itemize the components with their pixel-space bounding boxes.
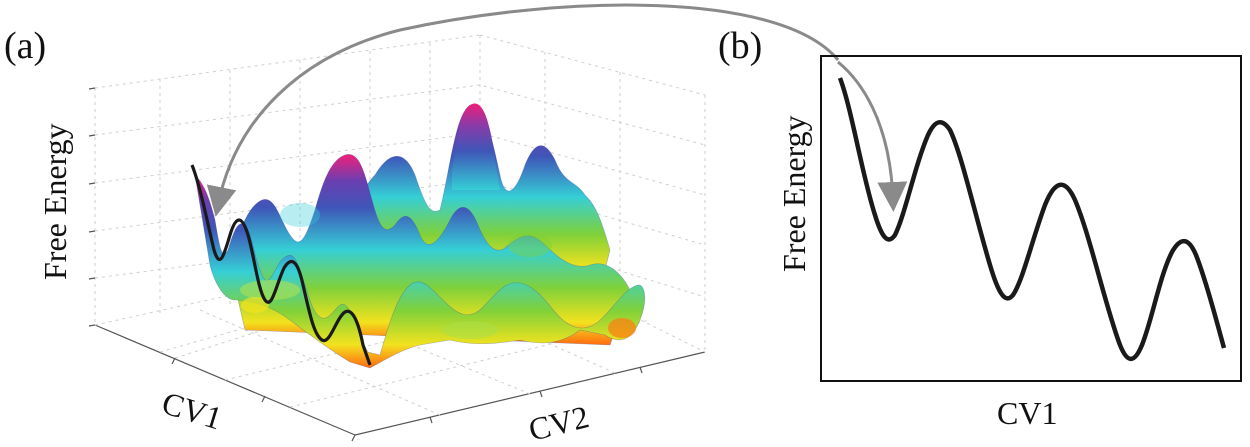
- panel-a-y-axis-label: Free Energy: [37, 123, 73, 280]
- panel-b-y-axis-label: Free Energy: [776, 115, 812, 272]
- surface-cv1-curve: [190, 164, 372, 366]
- connecting-arrow-to-a: [206, 3, 840, 217]
- panel-b: (b) Free Energy CV1: [718, 25, 1242, 431]
- panel-b-arrow: [837, 60, 908, 212]
- panel-b-free-energy-curve: [837, 77, 1227, 362]
- panel-a-x-axis-label: CV1: [158, 384, 226, 436]
- surface-peak: [452, 103, 500, 190]
- panel-b-x-axis-label: CV1: [997, 395, 1057, 431]
- panel-b-frame: [820, 55, 1242, 382]
- panel-a: (a): [4, 25, 706, 447]
- panel-a-label: (a): [4, 25, 46, 67]
- surface-front-ridge: [194, 174, 646, 369]
- panel-b-label: (b): [718, 25, 762, 67]
- energy-surface: [194, 103, 646, 369]
- panel-a-z-axis-label: CV2: [525, 398, 592, 447]
